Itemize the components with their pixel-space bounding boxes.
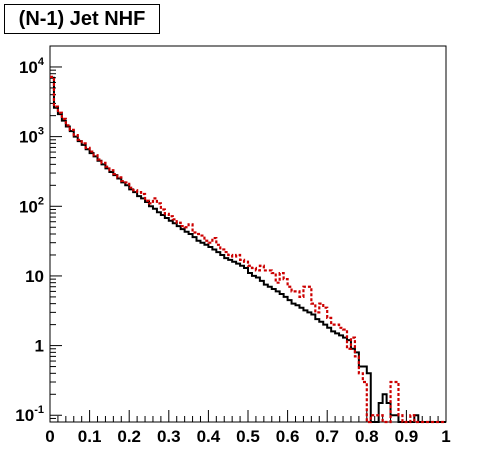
- series-dashed-histogram: [50, 75, 446, 424]
- x-tick-label: 1: [441, 427, 450, 446]
- x-tick-label: 0.9: [395, 427, 419, 446]
- y-tick-label: 10: [25, 267, 44, 286]
- y-tick-label: 1: [35, 337, 44, 356]
- tick-labels: 0 0.1 0.2 0.3 0.4 0.5 0.6 0.7 0.8 0.9 1 10-1 1 10 102 1…: [15, 56, 450, 446]
- x-tick-label: 0.8: [355, 427, 379, 446]
- x-tick-label: 0.1: [78, 427, 102, 446]
- x-tick-label: 0: [45, 427, 54, 446]
- series-layer: [50, 75, 446, 424]
- x-tick-label: 0.7: [315, 427, 339, 446]
- y-tick-label: 103: [19, 126, 44, 147]
- x-tick-label: 0.3: [157, 427, 181, 446]
- axis-ticks: [49, 45, 447, 423]
- chart-title: (N-1) Jet NHF: [4, 4, 160, 34]
- x-tick-label: 0.4: [197, 427, 221, 446]
- x-tick-label: 0.2: [117, 427, 141, 446]
- plot-frame: [49, 45, 447, 423]
- x-tick-label: 0.6: [276, 427, 300, 446]
- y-tick-label: 10-1: [15, 404, 44, 425]
- y-tick-label: 102: [19, 195, 44, 216]
- x-tick-label: 0.5: [236, 427, 260, 446]
- series-solid-histogram: [50, 76, 446, 423]
- y-tick-label: 104: [19, 56, 45, 77]
